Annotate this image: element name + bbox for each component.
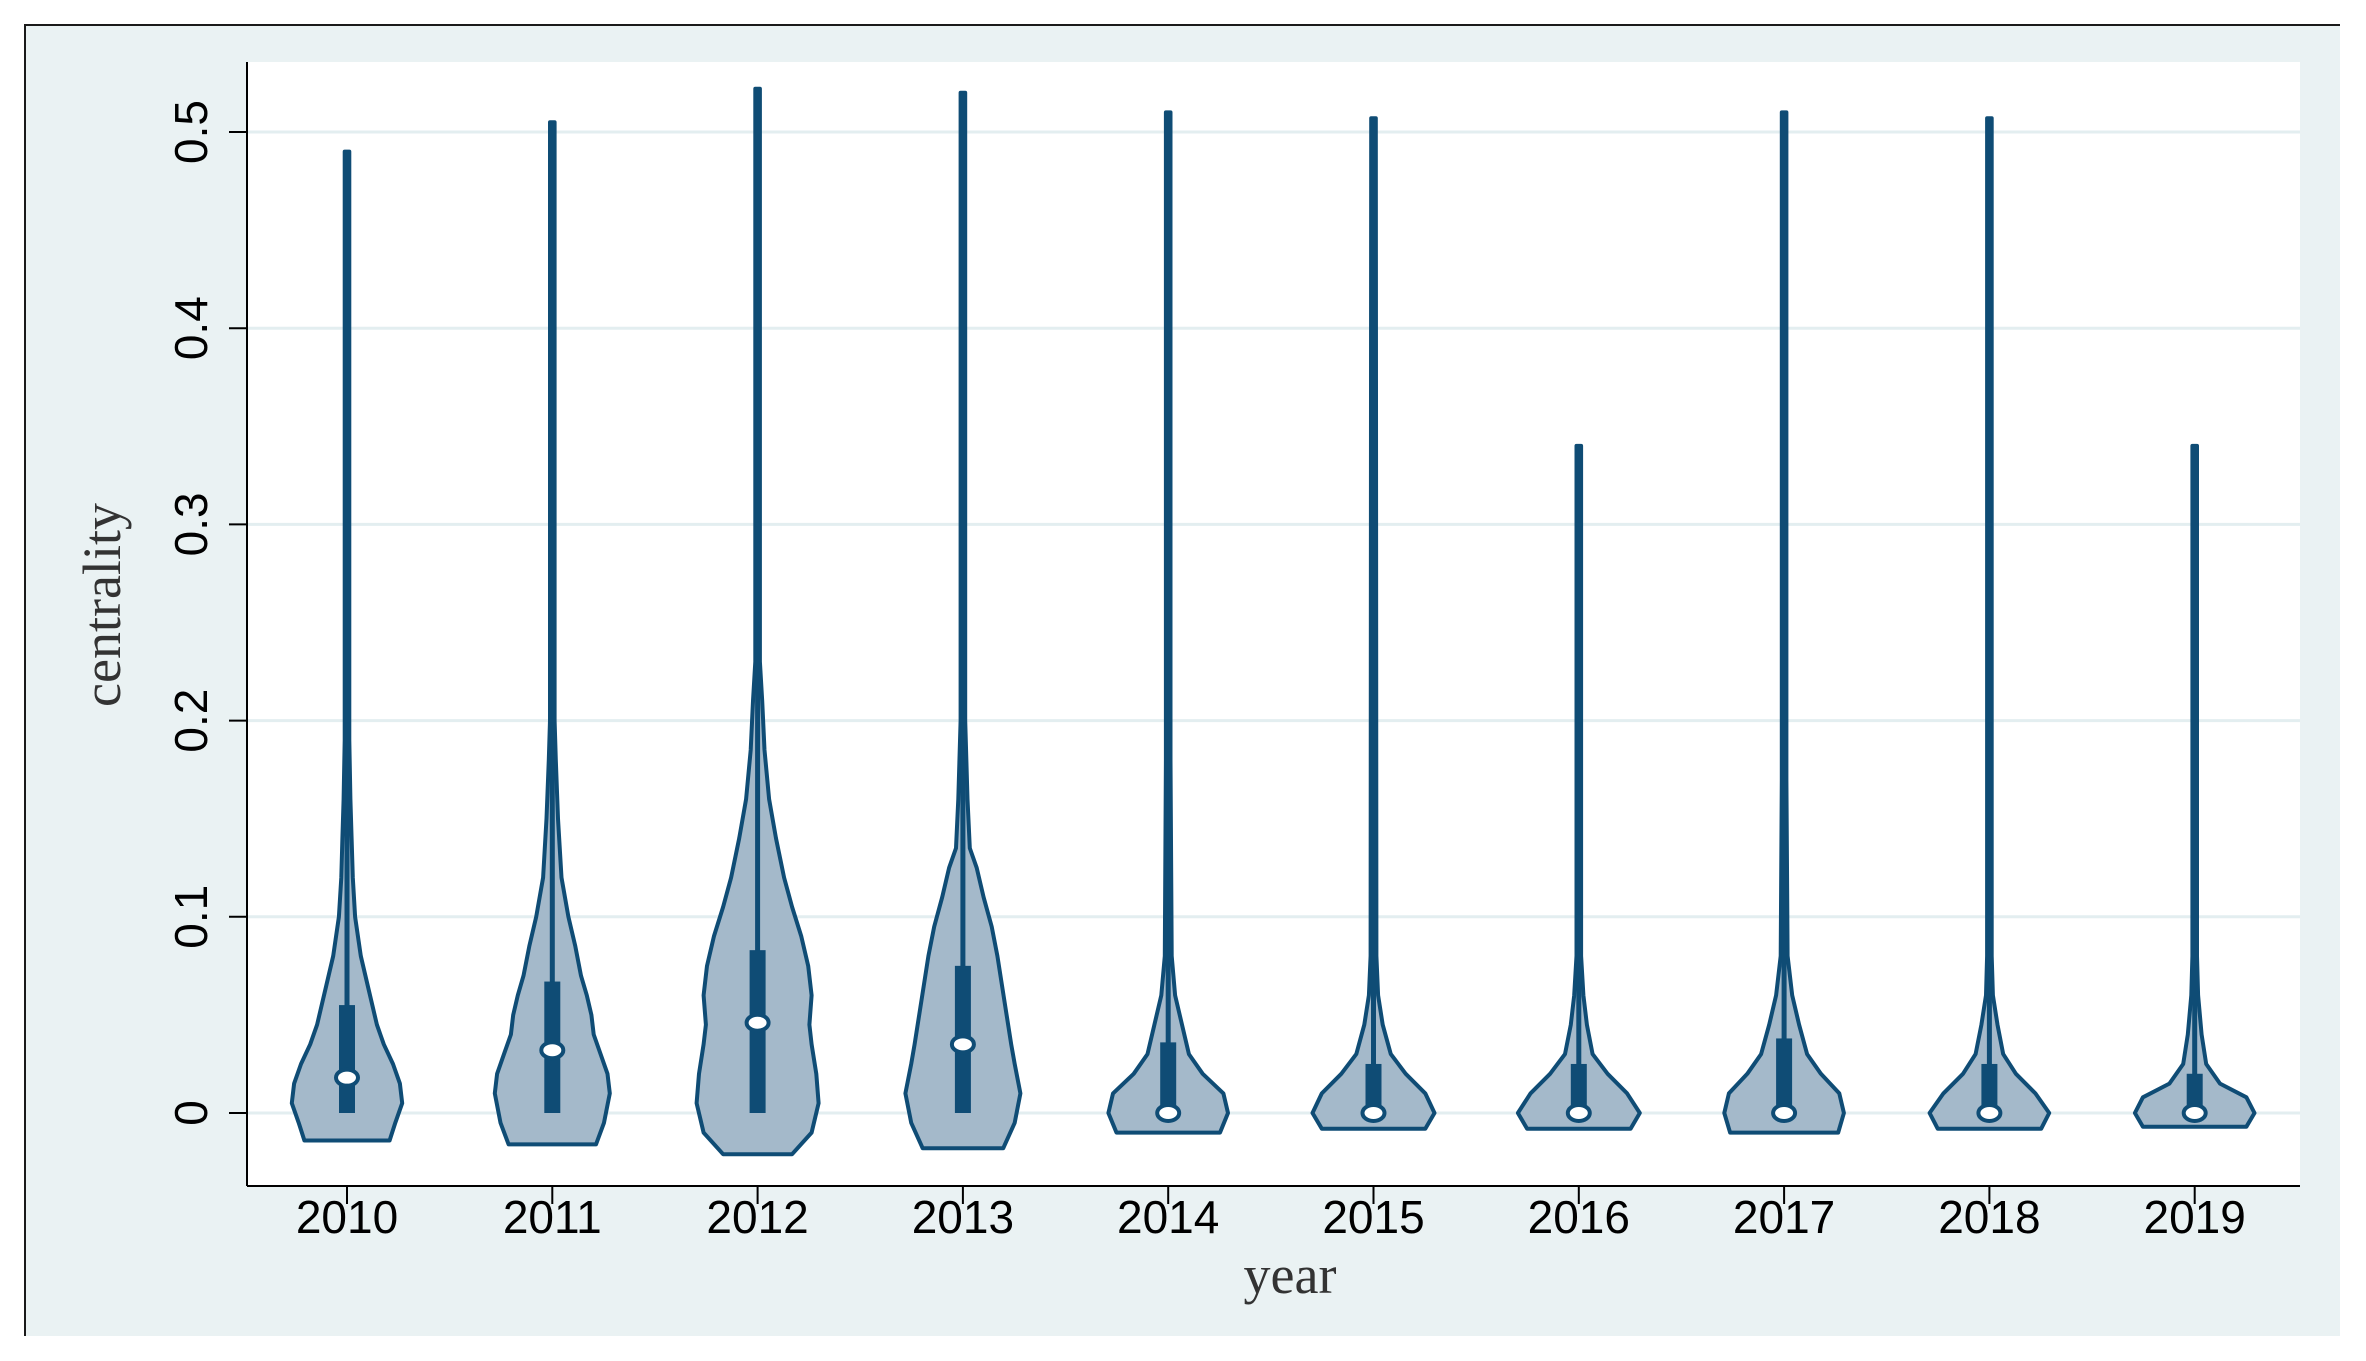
y-ticks: 0 0.1 0.2 0.3 0.4 0.5 bbox=[165, 100, 247, 1126]
violin-iqr-box bbox=[1776, 1038, 1793, 1119]
violin-2016 bbox=[1515, 443, 1642, 1131]
violin-median-marker bbox=[1360, 1103, 1387, 1123]
grid-lines bbox=[247, 130, 2300, 1115]
violin-median-marker bbox=[334, 1067, 360, 1088]
violin-2014 bbox=[1106, 110, 1230, 1135]
x-tick-label: 2013 bbox=[912, 1191, 1014, 1243]
violin-iqr-box bbox=[1160, 1042, 1177, 1119]
violin-median-marker bbox=[744, 1012, 771, 1033]
violin-2011 bbox=[492, 120, 612, 1147]
x-tick-label: 2012 bbox=[706, 1191, 808, 1243]
violin-iqr-box bbox=[339, 1005, 355, 1113]
violin-median-marker bbox=[949, 1034, 976, 1055]
y-tick-label: 0.4 bbox=[165, 296, 217, 360]
y-tick-label: 0 bbox=[165, 1100, 217, 1126]
y-tick-label: 0.2 bbox=[165, 689, 217, 753]
violin-2019 bbox=[2132, 443, 2257, 1129]
violin-2015 bbox=[1310, 116, 1437, 1131]
x-tick-label: 2019 bbox=[2144, 1191, 2246, 1243]
x-tick-label: 2010 bbox=[296, 1191, 398, 1243]
y-tick-label: 0.1 bbox=[165, 885, 217, 949]
axes bbox=[246, 62, 2300, 1187]
x-tick-label: 2014 bbox=[1117, 1191, 1219, 1243]
x-axis-title: year bbox=[1244, 1245, 1337, 1305]
violins bbox=[289, 86, 2257, 1157]
violin-2018 bbox=[1927, 116, 2052, 1131]
y-tick-label: 0.3 bbox=[165, 492, 217, 556]
x-tick-label: 2011 bbox=[503, 1191, 602, 1243]
y-axis-title: centrality bbox=[72, 503, 132, 707]
violin-median-marker bbox=[2181, 1103, 2208, 1123]
y-tick-label: 0.5 bbox=[165, 100, 217, 164]
violin-median-marker bbox=[1976, 1103, 2003, 1123]
x-ticks: 2010 2011 2012 2013 2014 2015 2016 2017 2018 2019 bbox=[296, 1186, 2246, 1243]
violin-median-marker bbox=[539, 1040, 566, 1061]
violin-2013 bbox=[903, 90, 1023, 1151]
x-tick-label: 2016 bbox=[1528, 1191, 1630, 1243]
x-tick-label: 2015 bbox=[1322, 1191, 1424, 1243]
violin-2017 bbox=[1722, 110, 1846, 1135]
x-tick-label: 2017 bbox=[1733, 1191, 1835, 1243]
violin-2012 bbox=[694, 86, 821, 1157]
violin-median-marker bbox=[1565, 1103, 1592, 1123]
violin-median-marker bbox=[1155, 1103, 1182, 1123]
violin-2010 bbox=[289, 149, 405, 1143]
violin-median-marker bbox=[1771, 1103, 1798, 1123]
x-tick-label: 2018 bbox=[1938, 1191, 2040, 1243]
